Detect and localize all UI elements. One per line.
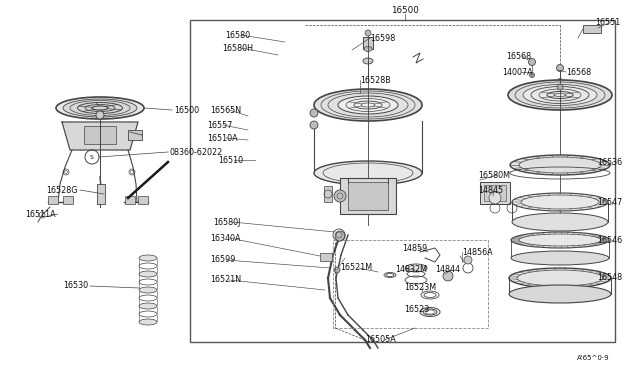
Ellipse shape (509, 285, 611, 303)
Circle shape (334, 267, 340, 273)
Text: 16548: 16548 (597, 273, 622, 282)
Bar (340, 178, 396, 214)
Bar (48, 196, 58, 204)
Circle shape (557, 78, 563, 83)
Bar (138, 196, 148, 204)
Text: 16510A: 16510A (207, 134, 237, 142)
Text: 14859: 14859 (402, 244, 428, 253)
Text: 16511A: 16511A (26, 209, 56, 218)
Text: 16510: 16510 (218, 155, 243, 164)
Polygon shape (348, 178, 388, 183)
Circle shape (334, 190, 346, 202)
Text: 14844: 14844 (435, 266, 460, 275)
Ellipse shape (139, 287, 157, 293)
Text: 16528B: 16528B (360, 76, 391, 84)
Bar (348, 182, 388, 210)
Text: 16505A: 16505A (365, 336, 396, 344)
Ellipse shape (364, 46, 372, 51)
Text: 14007A: 14007A (502, 67, 532, 77)
Text: 16568: 16568 (566, 67, 591, 77)
Text: 16547: 16547 (597, 198, 622, 206)
Ellipse shape (314, 161, 422, 185)
Circle shape (96, 111, 104, 119)
Polygon shape (62, 122, 138, 150)
Circle shape (557, 84, 563, 90)
Ellipse shape (523, 84, 597, 106)
Bar (128, 130, 142, 140)
Ellipse shape (139, 319, 157, 325)
Text: 16523: 16523 (404, 305, 429, 314)
Text: 16530: 16530 (63, 282, 88, 291)
Text: 16599: 16599 (210, 256, 236, 264)
Circle shape (335, 231, 345, 241)
Circle shape (464, 256, 472, 264)
Ellipse shape (139, 255, 157, 261)
Text: 14856A: 14856A (462, 247, 493, 257)
Bar (63, 196, 73, 204)
Ellipse shape (511, 232, 609, 248)
Ellipse shape (512, 193, 608, 211)
Bar (363, 37, 373, 49)
Text: 16580H: 16580H (222, 44, 253, 52)
Text: 16565N: 16565N (210, 106, 241, 115)
Circle shape (443, 271, 453, 281)
Text: S: S (90, 154, 94, 160)
Bar (484, 185, 506, 201)
Text: 16340A: 16340A (210, 234, 241, 243)
Text: 14832M: 14832M (395, 266, 427, 275)
Bar (84, 126, 116, 144)
Ellipse shape (510, 155, 610, 175)
Circle shape (557, 64, 563, 71)
Text: 14845: 14845 (478, 186, 503, 195)
Bar (480, 182, 510, 204)
Circle shape (365, 30, 371, 36)
Bar (125, 196, 135, 204)
Ellipse shape (139, 303, 157, 309)
Circle shape (529, 73, 534, 77)
Text: 16521N: 16521N (210, 276, 241, 285)
Bar (324, 186, 332, 202)
Text: 16528G: 16528G (47, 186, 78, 195)
Text: 16500: 16500 (391, 6, 419, 15)
Circle shape (529, 58, 536, 65)
Bar (333, 240, 488, 328)
Ellipse shape (314, 89, 422, 121)
Text: 16500: 16500 (174, 106, 199, 115)
Ellipse shape (363, 58, 373, 64)
Text: 16546: 16546 (597, 235, 622, 244)
Text: 16580: 16580 (225, 31, 250, 39)
Bar (97, 184, 105, 204)
Text: 16536: 16536 (597, 157, 622, 167)
Circle shape (310, 109, 318, 117)
Text: 16521M: 16521M (340, 263, 372, 273)
Bar (190, 20, 615, 342)
Ellipse shape (511, 251, 609, 265)
Circle shape (489, 192, 501, 204)
Text: A'65^0·9: A'65^0·9 (577, 355, 610, 361)
Text: 16580J: 16580J (213, 218, 241, 227)
Ellipse shape (56, 97, 144, 119)
Text: 16557: 16557 (207, 121, 232, 129)
Text: 16598: 16598 (370, 33, 396, 42)
Text: 08360-62022: 08360-62022 (170, 148, 223, 157)
Bar (320, 253, 332, 261)
Circle shape (310, 121, 318, 129)
Ellipse shape (508, 80, 612, 110)
Ellipse shape (405, 264, 427, 272)
Ellipse shape (509, 268, 611, 288)
Ellipse shape (512, 213, 608, 231)
Ellipse shape (139, 271, 157, 277)
Text: 16523M: 16523M (404, 283, 436, 292)
Bar (583, 25, 601, 33)
Ellipse shape (63, 99, 137, 117)
Text: 16580M: 16580M (478, 170, 510, 180)
Text: 16568: 16568 (506, 51, 531, 61)
Text: 16551: 16551 (595, 17, 620, 26)
Ellipse shape (338, 96, 398, 114)
